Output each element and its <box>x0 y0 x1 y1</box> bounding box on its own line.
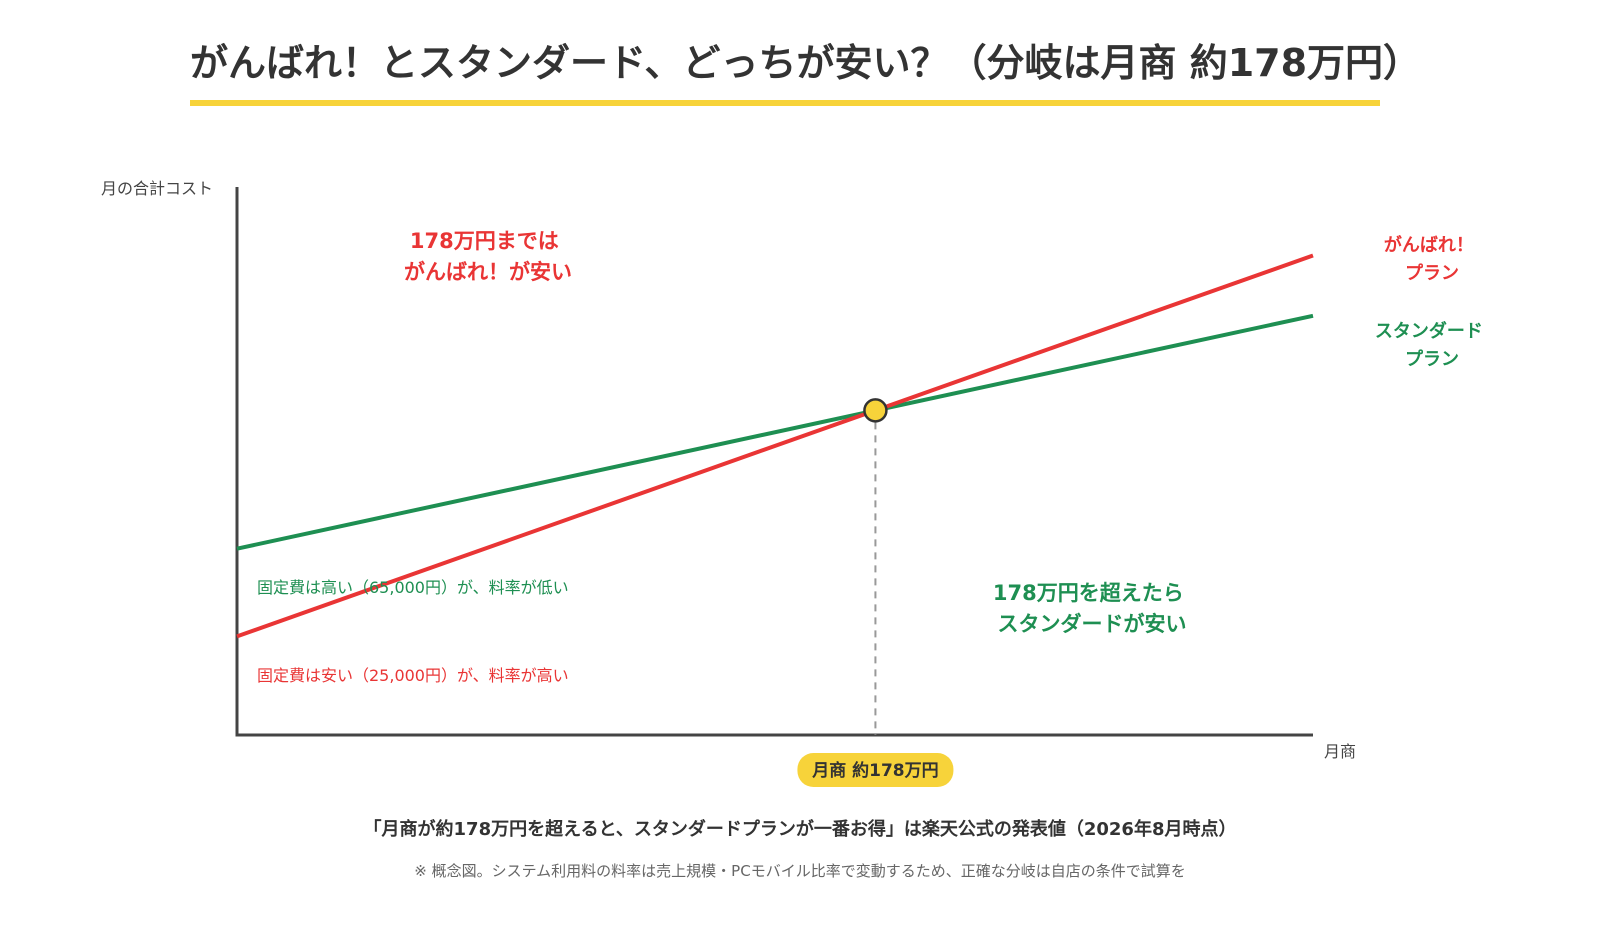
left-annotation-line-2: がんばれ！が安い <box>404 260 572 284</box>
title-underline <box>190 100 1380 106</box>
breakeven-point-marker <box>863 398 888 423</box>
standard-fixed-cost-note: 固定費は高い（65,000円）が、料率が低い <box>257 578 569 597</box>
page-title: がんばれ！とスタンダード、どっちが安い？（分岐は月商 約178万円） <box>190 41 1422 85</box>
standard-label-line-1: スタンダード <box>1375 320 1483 342</box>
ganbare-series-label: がんばれ！ プラン <box>1384 234 1480 284</box>
right-annotation-line-2: スタンダードが安い <box>998 612 1187 636</box>
left-region-annotation: 178万円までは がんばれ！が安い <box>404 229 572 284</box>
y-axis-label: 月の合計コスト <box>101 179 213 198</box>
ganbare-fixed-cost-note: 固定費は安い（25,000円）が、料率が高い <box>257 666 569 685</box>
right-region-annotation: 178万円を超えたら スタンダードが安い <box>993 581 1191 636</box>
footnote-main: 「月商が約178万円を超えると、スタンダードプランが一番お得」は楽天公式の発表値… <box>363 819 1237 840</box>
ganbare-label-line-2: プラン <box>1405 262 1459 284</box>
standard-series-label: スタンダード プラン <box>1375 320 1489 370</box>
breakeven-label: 月商 約178万円 <box>811 760 938 781</box>
right-annotation-line-1: 178万円を超えたら <box>993 581 1184 605</box>
standard-label-line-2: プラン <box>1405 348 1459 370</box>
left-annotation-line-1: 178万円までは <box>410 229 559 253</box>
breakeven-label-pill <box>797 753 954 787</box>
ganbare-label-line-1: がんばれ！ <box>1384 234 1474 256</box>
x-axis-label: 月商 <box>1324 742 1356 761</box>
footnote-note: ※ 概念図。システム利用料の料率は売上規模・PCモバイル比率で変動するため、正確… <box>414 862 1186 880</box>
cost-comparison-chart: 月の合計コスト 月商 月商 約178万円 がんばれ！ プラン スタンダード プラ… <box>101 179 1489 787</box>
standard-plan-line <box>236 313 1314 551</box>
ganbare-plan-line <box>236 253 1314 639</box>
